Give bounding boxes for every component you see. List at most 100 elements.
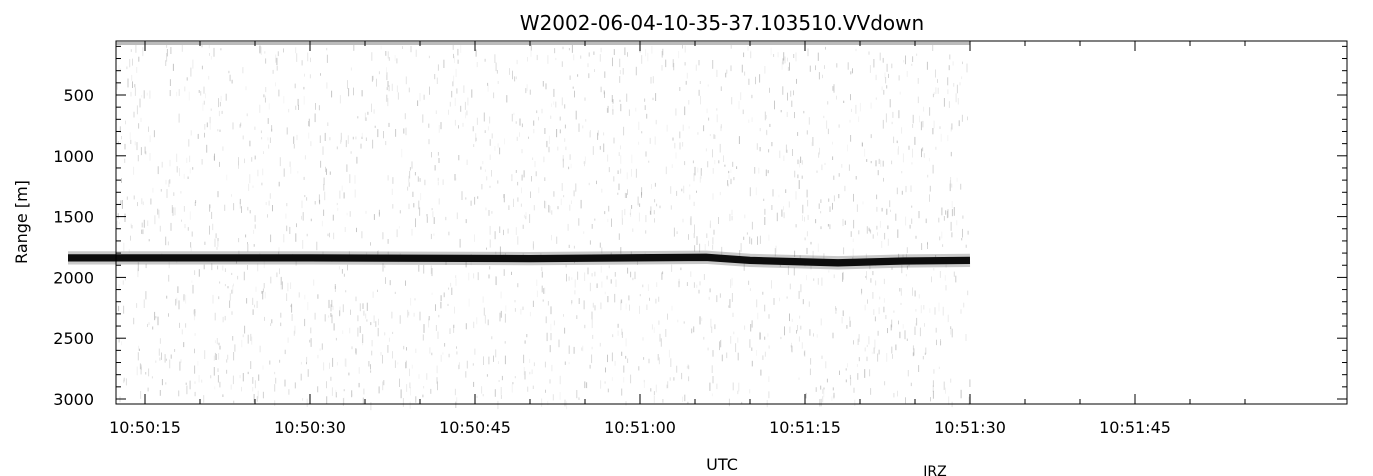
noise-speck <box>772 189 774 197</box>
noise-speck <box>945 264 947 268</box>
noise-speck <box>882 119 884 129</box>
noise-speck <box>937 79 938 83</box>
noise-speck <box>494 146 496 151</box>
noise-speck <box>543 156 545 163</box>
noise-speck <box>306 362 307 365</box>
noise-speck <box>152 326 154 330</box>
noise-speck <box>133 317 135 325</box>
noise-speck <box>433 217 435 224</box>
noise-speck <box>622 68 624 75</box>
noise-speck <box>728 398 730 407</box>
noise-speck <box>358 367 360 374</box>
noise-speck <box>548 204 550 213</box>
noise-speck <box>604 71 606 78</box>
noise-speck <box>172 63 174 71</box>
noise-speck <box>532 241 534 250</box>
noise-speck <box>491 170 492 177</box>
noise-speck <box>621 328 623 335</box>
noise-speck <box>878 307 880 315</box>
noise-speck <box>275 377 277 384</box>
noise-speck <box>927 174 929 178</box>
noise-speck <box>754 167 756 174</box>
noise-speck <box>883 89 885 95</box>
noise-speck <box>465 112 466 119</box>
noise-speck <box>280 322 282 327</box>
noise-speck <box>154 311 156 321</box>
noise-speck <box>522 306 524 310</box>
noise-speck <box>387 239 389 244</box>
noise-speck <box>945 387 946 394</box>
noise-speck <box>332 357 334 367</box>
noise-speck <box>497 143 499 148</box>
noise-speck <box>504 355 506 365</box>
noise-speck <box>279 359 281 363</box>
noise-speck <box>398 226 400 229</box>
noise-speck <box>352 393 354 396</box>
noise-speck <box>626 93 628 102</box>
noise-speck <box>931 276 932 283</box>
noise-speck <box>606 108 608 113</box>
noise-speck <box>286 293 288 301</box>
noise-speck <box>184 86 186 92</box>
noise-speck <box>723 155 724 162</box>
noise-speck <box>263 94 265 98</box>
noise-speck <box>361 231 363 239</box>
noise-speck <box>497 81 499 84</box>
noise-speck <box>656 282 658 287</box>
noise-speck <box>142 229 144 235</box>
noise-speck <box>836 95 837 100</box>
noise-speck <box>269 360 271 365</box>
noise-speck <box>552 394 554 401</box>
noise-speck <box>713 229 715 235</box>
noise-speck <box>267 214 268 218</box>
noise-speck <box>307 52 309 62</box>
noise-speck <box>245 234 247 238</box>
noise-speck <box>759 74 761 83</box>
noise-speck <box>820 199 822 203</box>
noise-speck <box>881 86 883 91</box>
noise-speck <box>600 302 602 310</box>
noise-speck <box>263 151 264 154</box>
noise-speck <box>674 142 676 149</box>
noise-speck <box>219 281 221 284</box>
noise-speck <box>628 109 630 116</box>
noise-speck <box>232 122 234 130</box>
noise-speck <box>566 273 567 282</box>
noise-speck <box>699 243 701 253</box>
noise-speck <box>272 69 274 74</box>
noise-speck <box>832 156 834 160</box>
noise-speck <box>294 325 296 334</box>
noise-speck <box>711 365 713 373</box>
noise-speck <box>118 222 120 225</box>
noise-speck <box>272 205 273 212</box>
noise-speck <box>542 81 544 87</box>
noise-speck <box>932 390 934 399</box>
noise-speck <box>436 365 438 374</box>
noise-speck <box>603 132 605 136</box>
data-top-edge <box>116 42 970 45</box>
noise-speck <box>828 198 830 202</box>
noise-speck <box>314 201 316 205</box>
noise-speck <box>617 323 619 328</box>
noise-speck <box>779 150 781 159</box>
noise-speck <box>137 202 138 207</box>
noise-speck <box>280 284 282 290</box>
noise-speck <box>682 124 684 131</box>
noise-speck <box>665 329 667 337</box>
noise-speck <box>382 263 384 272</box>
noise-speck <box>139 363 141 370</box>
noise-speck <box>786 149 788 153</box>
noise-speck <box>891 63 893 69</box>
noise-speck <box>449 101 451 107</box>
noise-speck <box>766 129 768 135</box>
noise-speck <box>694 166 696 176</box>
noise-speck <box>575 183 577 192</box>
noise-speck <box>380 45 382 50</box>
noise-speck <box>371 52 373 61</box>
noise-speck <box>637 196 639 206</box>
noise-speck <box>765 169 767 177</box>
noise-speck <box>667 381 669 389</box>
noise-speck <box>242 135 244 140</box>
noise-speck <box>489 139 491 146</box>
noise-speck <box>646 304 648 310</box>
